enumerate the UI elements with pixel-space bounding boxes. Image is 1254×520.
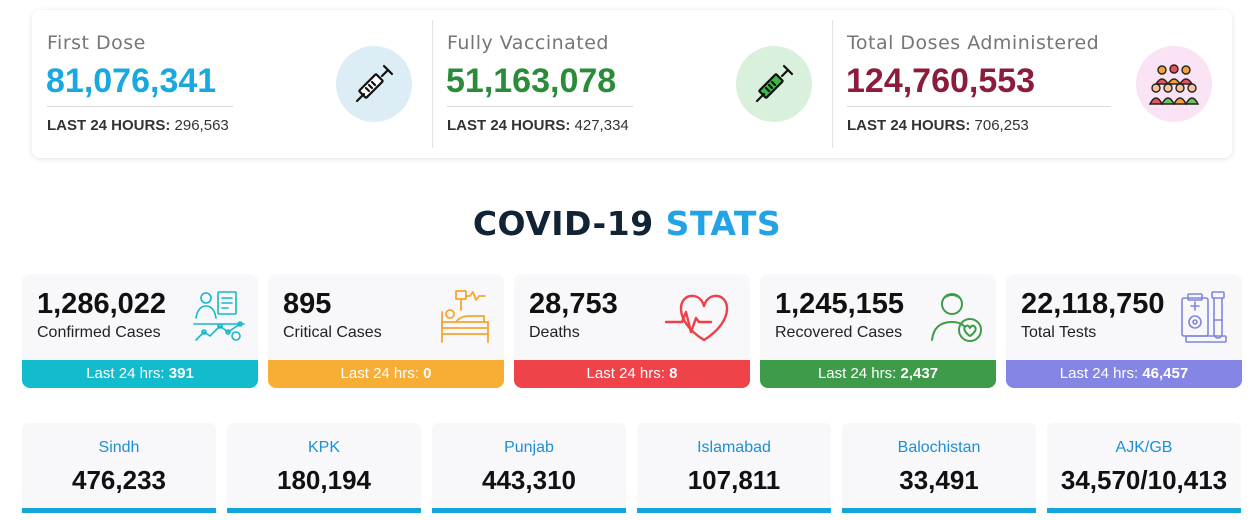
province-card-punjab: Punjab 443,310 [432, 423, 626, 513]
province-value: 443,310 [482, 465, 576, 495]
fully-vaccinated-last-24h: LAST 24 HOURS: 427,334 [447, 117, 629, 134]
province-card-islamabad: Islamabad 107,811 [637, 423, 831, 513]
last-24h-label: LAST 24 HOURS: [47, 117, 171, 134]
total-doses-value: 124,760,553 [846, 62, 1036, 100]
last-24h-label: Last 24 hrs: [1059, 365, 1139, 382]
first-dose-card: First Dose 81,076,341 LAST 24 HOURS: 296… [32, 10, 432, 158]
last-24h-label: LAST 24 HOURS: [847, 117, 971, 134]
last-24h-label: Last 24 hrs: [586, 365, 665, 382]
deaths-label: Deaths [529, 324, 580, 341]
syringe-icon [736, 46, 812, 122]
province-card-sindh: Sindh 476,233 [22, 423, 216, 513]
confirmed-cases-value: 1,286,022 [37, 288, 167, 320]
province-value: 34,570/10,413 [1060, 465, 1228, 495]
last-24h-value: 46,457 [1142, 365, 1189, 382]
last-24h-label: Last 24 hrs: [86, 365, 165, 382]
total-tests-card: 22,118,750 Total Tests Last 24 hrs: 46,4… [1006, 274, 1242, 388]
province-name: KPK [307, 439, 340, 456]
province-value: 180,194 [277, 465, 371, 495]
total-tests-last-24h: Last 24 hrs: 46,457 [1006, 360, 1242, 388]
confirmed-cases-card: 1,286,022 Confirmed Cases Last 24 hrs: 3… [22, 274, 258, 388]
critical-cases-value: 895 [283, 288, 332, 320]
last-24h-value: 391 [168, 365, 194, 382]
crowd-icon [1136, 46, 1212, 122]
fully-vaccinated-value: 51,163,078 [446, 62, 617, 100]
divider [447, 106, 633, 107]
first-dose-label: First Dose [47, 32, 146, 54]
divider [47, 106, 233, 107]
total-doses-last-24h: LAST 24 HOURS: 706,253 [847, 117, 1029, 134]
confirmed-cases-label: Confirmed Cases [37, 324, 161, 341]
last-24h-label: Last 24 hrs: [340, 365, 419, 382]
confirmed-cases-icon [190, 288, 248, 346]
last-24h-label: Last 24 hrs: [817, 365, 897, 382]
fully-vaccinated-label: Fully Vaccinated [447, 32, 609, 54]
deaths-card: 28,753 Deaths Last 24 hrs: 8 [514, 274, 750, 388]
hospital-bed-icon [436, 288, 494, 346]
deaths-value: 28,753 [529, 288, 618, 320]
province-card-ajk-gb: AJK/GB 34,570/10,413 [1047, 423, 1241, 513]
heartbeat-icon [664, 288, 740, 346]
province-card-kpk: KPK 180,194 [227, 423, 421, 513]
province-name: Islamabad [697, 439, 771, 456]
divider [847, 106, 1111, 107]
critical-cases-label: Critical Cases [283, 324, 382, 341]
last-24h-value: 296,563 [174, 117, 229, 134]
recovered-person-icon [928, 288, 986, 346]
deaths-last-24h: Last 24 hrs: 8 [514, 360, 750, 388]
critical-cases-last-24h: Last 24 hrs: 0 [268, 360, 504, 388]
lab-test-icon [1174, 288, 1232, 346]
fully-vaccinated-card: Fully Vaccinated 51,163,078 LAST 24 HOUR… [432, 10, 832, 158]
total-doses-card: Total Doses Administered 124,760,553 LAS… [832, 10, 1232, 158]
total-doses-label: Total Doses Administered [847, 32, 1100, 54]
recovered-cases-card: 1,245,155 Recovered Cases Last 24 hrs: 2… [760, 274, 996, 388]
vaccination-panel: First Dose 81,076,341 LAST 24 HOURS: 296… [32, 10, 1232, 158]
province-name: Sindh [98, 439, 140, 456]
stats-title: COVID-19 STATS [0, 204, 1254, 243]
last-24h-value: 706,253 [974, 117, 1029, 134]
province-name: Punjab [504, 439, 554, 456]
first-dose-value: 81,076,341 [46, 62, 217, 100]
last-24h-label: LAST 24 HOURS: [447, 117, 571, 134]
first-dose-last-24h: LAST 24 HOURS: 296,563 [47, 117, 229, 134]
stats-title-part1: COVID-19 [472, 204, 654, 243]
province-name: AJK/GB [1115, 439, 1173, 456]
province-name: Balochistan [897, 439, 981, 456]
recovered-cases-value: 1,245,155 [775, 288, 905, 320]
last-24h-value: 2,437 [900, 365, 939, 382]
confirmed-cases-last-24h: Last 24 hrs: 391 [22, 360, 258, 388]
province-card-balochistan: Balochistan 33,491 [842, 423, 1036, 513]
last-24h-value: 0 [423, 365, 432, 382]
total-tests-label: Total Tests [1021, 324, 1097, 341]
province-value: 476,233 [72, 465, 166, 495]
critical-cases-card: 895 Critical Cases Last 24 hrs: 0 [268, 274, 504, 388]
province-value: 33,491 [899, 465, 979, 495]
recovered-cases-last-24h: Last 24 hrs: 2,437 [760, 360, 996, 388]
syringe-icon [336, 46, 412, 122]
province-value: 107,811 [687, 465, 781, 495]
stats-title-part2: STATS [665, 204, 782, 243]
last-24h-value: 427,334 [574, 117, 629, 134]
last-24h-value: 8 [669, 365, 678, 382]
recovered-cases-label: Recovered Cases [775, 324, 903, 341]
total-tests-value: 22,118,750 [1021, 288, 1165, 320]
